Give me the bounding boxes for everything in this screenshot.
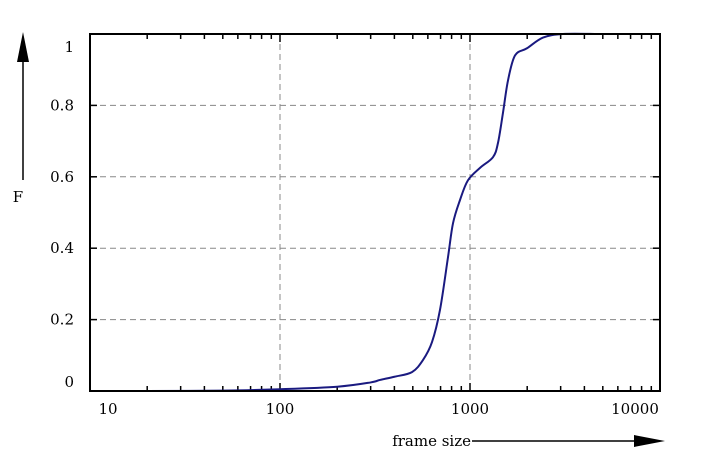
x-axis-arrow-head — [634, 435, 665, 447]
y-tick-label: 0.8 — [50, 96, 74, 114]
tick-labels: 10 100 1000 10000 0 0.2 0.4 0.6 0.8 1 — [50, 38, 659, 418]
y-tick-label: 1 — [64, 38, 74, 56]
grid — [90, 34, 660, 391]
y-tick-label: 0 — [64, 373, 74, 391]
y-axis-title: F — [13, 188, 23, 206]
y-tick-label: 0.2 — [50, 311, 74, 329]
x-tick-label: 10000 — [611, 400, 659, 418]
x-tick-label: 100 — [266, 400, 295, 418]
series — [147, 32, 598, 392]
x-tick-label: 10 — [98, 400, 117, 418]
y-axis-arrow-head — [17, 32, 29, 62]
x-axis-title: frame size — [392, 432, 471, 450]
plot-frame — [89, 33, 661, 392]
ticks — [89, 33, 660, 392]
y-tick-label: 0.4 — [50, 239, 74, 257]
y-tick-label: 0.6 — [50, 168, 74, 186]
x-tick-label: 1000 — [451, 400, 489, 418]
series-line — [147, 32, 597, 392]
